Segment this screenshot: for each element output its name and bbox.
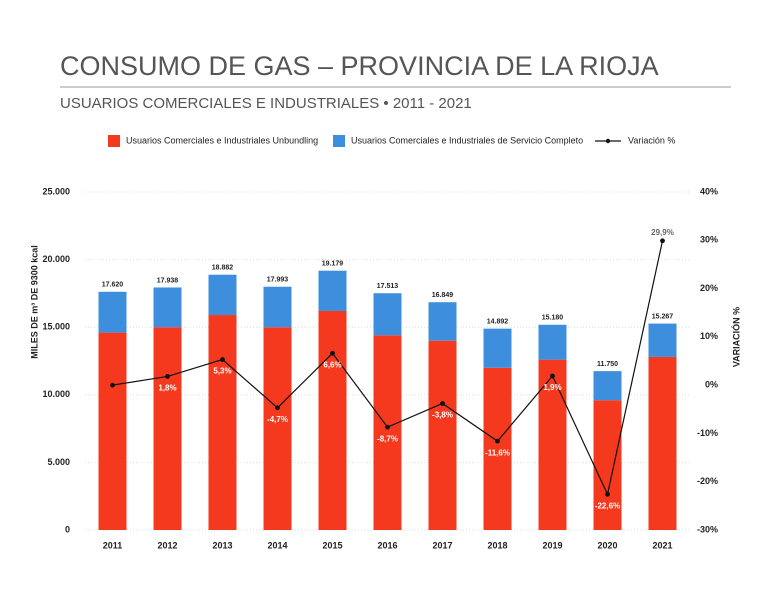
x-tick-label: 2012 xyxy=(157,540,177,550)
y2-tick-label: -10% xyxy=(697,428,718,438)
total-label: 17.938 xyxy=(157,277,179,284)
x-tick-label: 2021 xyxy=(652,540,672,550)
bar-segment xyxy=(483,328,512,368)
line-point xyxy=(110,382,115,388)
bar-segment xyxy=(538,324,567,360)
line-point xyxy=(275,405,280,411)
bar-segment xyxy=(98,332,127,530)
bar-segment xyxy=(648,356,677,530)
y2-axis-title: VARIACIÓN % xyxy=(730,307,741,367)
bar-segment xyxy=(428,340,457,530)
chart-subtitle: USUARIOS COMERCIALES E INDUSTRIALES • 20… xyxy=(60,95,472,112)
bar-segment xyxy=(373,293,402,336)
bar-segment xyxy=(593,400,622,530)
bar-segment xyxy=(373,335,402,530)
legend-swatch xyxy=(108,135,120,147)
line-value-label: -8,7% xyxy=(377,434,398,443)
total-label: 18.882 xyxy=(212,265,234,272)
y2-tick-label: 20% xyxy=(700,283,718,293)
bar-segment xyxy=(153,327,182,530)
total-label: 11.750 xyxy=(597,361,618,368)
total-label: 15.180 xyxy=(542,315,564,322)
y2-tick-label: 30% xyxy=(700,235,718,245)
chart-title: CONSUMO DE GAS – PROVINCIA DE LA RIOJA xyxy=(60,51,659,81)
line-point xyxy=(330,350,335,356)
total-label: 17.993 xyxy=(267,277,289,284)
line-point xyxy=(495,438,500,444)
y-axis-title: MILES DE m³ DE 9300 kcal xyxy=(29,245,39,359)
line-value-label: -3,8% xyxy=(432,411,453,420)
line-point xyxy=(550,373,555,379)
y2-tick-label: -20% xyxy=(697,476,718,486)
bar-segment xyxy=(208,315,237,530)
y-tick-label: 15.000 xyxy=(42,322,70,332)
line-value-label: 29,9% xyxy=(651,228,674,237)
x-tick-label: 2019 xyxy=(542,540,562,550)
bar-segment xyxy=(318,270,347,311)
x-tick-label: 2016 xyxy=(377,540,397,550)
bar-segment xyxy=(263,286,292,328)
line-point xyxy=(440,401,445,406)
total-label: 15.267 xyxy=(652,313,674,320)
bar-segment xyxy=(483,367,512,530)
x-tick-label: 2017 xyxy=(432,540,452,550)
bar-segment xyxy=(208,274,237,316)
x-tick-label: 2015 xyxy=(322,540,342,550)
legend-label: Usuarios Comerciales e Industriales Unbu… xyxy=(126,135,318,145)
bar-segment xyxy=(648,323,677,357)
y2-tick-label: 0% xyxy=(705,380,718,390)
total-label: 16.849 xyxy=(432,292,454,299)
line-point xyxy=(220,357,225,362)
x-tick-label: 2018 xyxy=(487,540,507,550)
legend-label: Variación % xyxy=(628,135,675,145)
legend-dot xyxy=(605,138,611,144)
total-label: 17.620 xyxy=(102,282,124,289)
line-point xyxy=(605,491,610,497)
bar-segment xyxy=(263,327,292,530)
bar-segment xyxy=(428,302,457,341)
y2-tick-label: -30% xyxy=(697,524,718,534)
total-label: 19.179 xyxy=(322,261,344,268)
y-tick-label: 20.000 xyxy=(42,254,70,264)
y-tick-label: 25.000 xyxy=(42,186,70,196)
line-point xyxy=(385,424,390,430)
y-tick-label: 5.000 xyxy=(47,457,70,467)
line-value-label: 5,3% xyxy=(213,367,231,376)
y2-tick-label: 40% xyxy=(700,186,718,196)
legend-label: Usuarios Comerciales e Industriales de S… xyxy=(351,135,583,145)
total-label: 17.513 xyxy=(377,283,399,290)
line-point xyxy=(165,374,170,379)
line-point xyxy=(660,238,665,244)
line-value-label: -4,7% xyxy=(267,415,288,424)
y2-tick-label: 10% xyxy=(700,331,718,341)
bar-segment xyxy=(318,310,347,530)
bar-segment xyxy=(153,287,182,328)
legend-swatch xyxy=(333,135,345,147)
bar-segment xyxy=(98,291,127,333)
line-value-label: -11,6% xyxy=(485,448,510,457)
x-tick-label: 2013 xyxy=(212,540,232,550)
line-value-label: 1,8% xyxy=(158,384,176,393)
y-tick-label: 10.000 xyxy=(42,389,70,399)
y-tick-label: 0 xyxy=(65,524,70,534)
x-tick-label: 2014 xyxy=(267,540,287,550)
total-label: 14.892 xyxy=(487,319,509,326)
line-value-label: 1,9% xyxy=(543,383,561,392)
line-value-label: -22,6% xyxy=(595,501,620,510)
line-value-label: 6,6% xyxy=(323,360,341,369)
x-tick-label: 2020 xyxy=(597,540,617,550)
bar-segment xyxy=(538,359,567,530)
bar-segment xyxy=(593,371,622,401)
x-tick-label: 2011 xyxy=(103,540,123,550)
